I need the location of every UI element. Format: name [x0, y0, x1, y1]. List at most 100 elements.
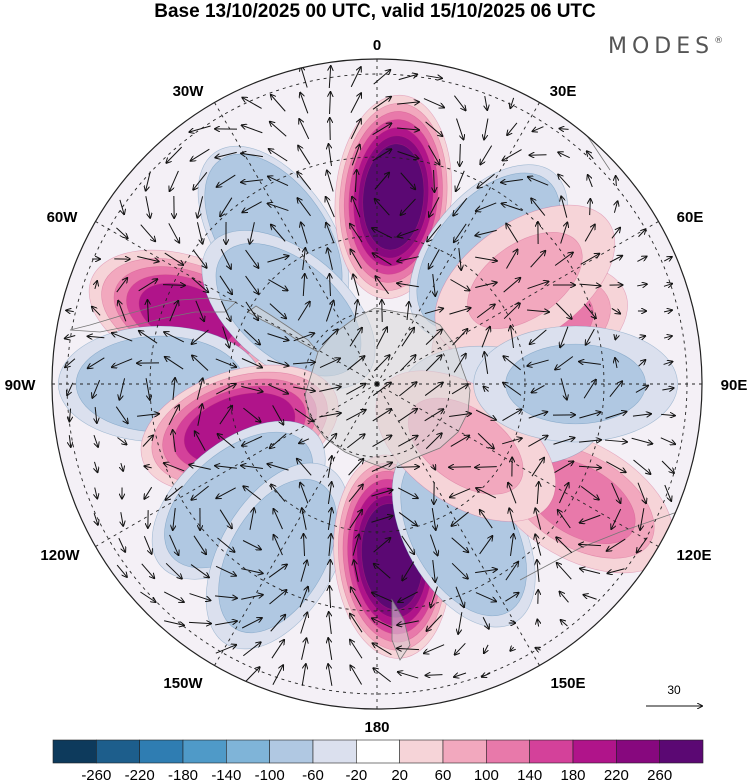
- wind-arrow: [141, 563, 155, 578]
- wind-arrow: [556, 537, 573, 554]
- wind-arrow: [475, 467, 497, 468]
- wind-arrow: [301, 66, 308, 88]
- wind-arrow: [243, 642, 260, 657]
- wind-arrow: [69, 408, 70, 422]
- wind-arrow: [374, 564, 391, 579]
- wind-arrow: [458, 612, 463, 634]
- wind-arrow: [220, 248, 231, 269]
- wind-arrow: [215, 596, 237, 598]
- wind-arrow: [137, 414, 159, 416]
- wind-arrow: [398, 512, 417, 525]
- wind-arrow: [299, 587, 308, 608]
- wind-arrow: [220, 197, 233, 217]
- wind-arrow: [372, 228, 393, 239]
- wind-arrow: [433, 274, 436, 296]
- lon-label-0: 0: [373, 37, 381, 54]
- wind-arrow: [215, 565, 236, 575]
- wind-arrow: [373, 253, 392, 266]
- wind-arrow: [532, 385, 545, 392]
- wind-arrow: [503, 303, 520, 320]
- colorbar-swatch: [182, 739, 227, 764]
- wind-arrow: [583, 380, 596, 399]
- wind-arrow: [579, 412, 600, 419]
- colorbar-swatch: [96, 739, 140, 764]
- wind-arrow: [272, 665, 283, 685]
- wind-arrow: [606, 461, 625, 473]
- wind-arrow: [241, 568, 262, 574]
- wind-arrow: [117, 437, 126, 445]
- wind-arrow: [611, 307, 620, 313]
- wind-arrow: [242, 201, 262, 213]
- wind-arrow: [396, 467, 419, 468]
- wind-arrow: [350, 224, 363, 243]
- wind-arrow: [663, 310, 672, 312]
- wind-arrow: [140, 591, 155, 602]
- wind-arrow: [190, 564, 209, 578]
- wind-arrow: [485, 95, 487, 110]
- wind-arrow: [163, 591, 184, 602]
- wind-arrow: [268, 176, 289, 186]
- wind-arrow: [67, 382, 74, 395]
- wind-arrow: [327, 508, 331, 530]
- wind-arrow: [169, 534, 179, 555]
- wind-arrow: [145, 196, 150, 218]
- wind-arrow: [267, 464, 289, 471]
- wind-arrow: [216, 384, 235, 395]
- wind-arrow: [615, 358, 617, 369]
- wind-arrow: [615, 335, 616, 340]
- wind-arrow: [637, 482, 646, 503]
- wind-arrow: [374, 173, 389, 190]
- colorbar-tick-label: -220: [125, 767, 155, 783]
- wind-arrow: [215, 151, 237, 157]
- wind-arrow: [508, 483, 517, 504]
- wind-arrow: [300, 483, 309, 504]
- wind-arrow: [607, 538, 626, 551]
- wind-arrow: [165, 562, 182, 578]
- wind-arrow: [560, 223, 568, 244]
- wind-arrow: [373, 70, 391, 85]
- wind-arrow: [479, 536, 493, 555]
- wind-arrow: [219, 275, 232, 294]
- wind-arrow: [579, 284, 601, 286]
- wind-arrow: [397, 256, 419, 262]
- new-zealand: [391, 598, 411, 661]
- wind-arrow: [502, 438, 522, 445]
- wind-arrow: [192, 355, 209, 371]
- wind-arrow: [112, 333, 133, 342]
- wind-arrow: [271, 225, 286, 242]
- wind-arrow: [402, 561, 415, 581]
- wind-arrow: [301, 222, 308, 244]
- wind-arrow: [373, 355, 389, 372]
- wind-arrow: [398, 591, 418, 602]
- wind-arrow: [579, 544, 602, 545]
- wind-arrow: [456, 118, 464, 140]
- wind-arrow: [605, 412, 627, 419]
- wind-arrow: [425, 329, 442, 345]
- colorbar-swatch: [616, 739, 660, 764]
- wind-arrow: [611, 508, 622, 529]
- wind-arrow: [350, 640, 363, 659]
- wind-arrow: [400, 355, 415, 372]
- colorbar-swatch: [312, 739, 357, 764]
- wind-arrow: [480, 510, 493, 529]
- wind-arrow: [193, 172, 208, 189]
- wind-arrow: [429, 196, 440, 217]
- wind-arrow: [319, 387, 340, 392]
- wind-arrow: [250, 222, 255, 243]
- wind-arrow: [372, 97, 391, 110]
- wind-arrow: [511, 534, 514, 556]
- wind-arrow: [215, 621, 237, 626]
- wind-arrow: [455, 642, 466, 654]
- wind-arrow: [482, 616, 489, 629]
- wind-arrow: [429, 249, 440, 268]
- wind-arrow: [637, 284, 647, 286]
- wind-arrow: [375, 199, 390, 216]
- wind-arrow: [511, 326, 514, 348]
- wind-arrow: [484, 352, 489, 374]
- wind-arrow: [484, 644, 488, 653]
- wind-arrow: [270, 615, 286, 632]
- wind-arrow: [243, 486, 261, 501]
- wind-arrow: [663, 362, 673, 365]
- wind-arrow: [460, 143, 461, 166]
- wind-arrow: [348, 484, 363, 502]
